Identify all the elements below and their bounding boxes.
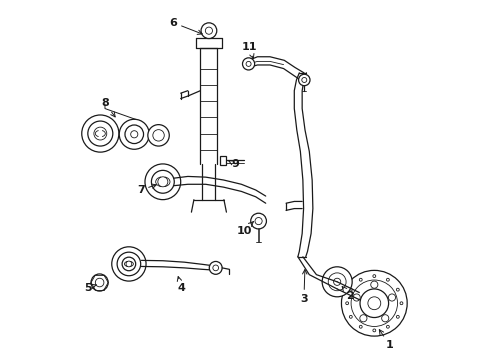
Circle shape [298,74,310,86]
Circle shape [148,125,169,146]
Circle shape [126,261,132,267]
Text: 9: 9 [228,159,239,169]
Bar [220,156,226,165]
Text: 2: 2 [342,287,354,301]
Circle shape [153,130,164,141]
Text: 7: 7 [137,184,156,195]
Circle shape [94,127,107,140]
Circle shape [209,261,222,274]
Circle shape [251,213,267,229]
Circle shape [151,170,174,193]
Circle shape [373,275,376,278]
Circle shape [371,281,378,288]
Circle shape [322,267,352,297]
Text: 8: 8 [101,98,115,117]
Text: 1: 1 [379,330,393,350]
Circle shape [359,325,362,328]
Circle shape [119,119,149,149]
Circle shape [131,131,138,138]
Circle shape [389,294,395,301]
Text: 10: 10 [237,222,253,236]
Circle shape [351,280,397,327]
Circle shape [328,273,346,291]
Circle shape [387,278,390,281]
Circle shape [158,177,168,187]
Circle shape [205,27,213,34]
Circle shape [349,288,352,291]
Circle shape [145,164,181,200]
Text: 4: 4 [177,276,185,293]
Circle shape [353,294,360,301]
Circle shape [346,302,348,305]
Text: 11: 11 [242,42,257,58]
Circle shape [360,289,389,318]
Circle shape [255,217,262,225]
Circle shape [302,77,307,82]
Circle shape [117,252,141,276]
Text: 3: 3 [300,270,308,303]
Circle shape [246,62,251,66]
Circle shape [368,297,381,310]
Circle shape [400,302,403,305]
Circle shape [342,270,407,336]
Text: 5: 5 [84,283,96,293]
Circle shape [125,125,144,144]
Circle shape [96,278,104,287]
Circle shape [82,115,119,152]
Circle shape [359,278,362,281]
Text: 6: 6 [170,18,202,35]
Circle shape [112,247,146,281]
Circle shape [396,288,399,291]
Circle shape [396,315,399,318]
Circle shape [349,315,352,318]
Circle shape [387,325,390,328]
Circle shape [334,278,341,285]
Circle shape [88,121,113,146]
Circle shape [91,274,108,291]
Circle shape [373,329,376,332]
Circle shape [360,315,367,322]
Circle shape [213,265,219,271]
Circle shape [382,315,389,322]
Circle shape [243,58,255,70]
Circle shape [201,23,217,39]
Circle shape [122,257,136,271]
